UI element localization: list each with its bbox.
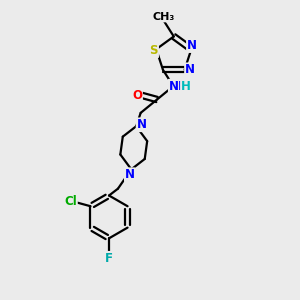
Text: CH₃: CH₃ [152, 11, 175, 22]
Text: O: O [132, 88, 142, 102]
Text: N: N [187, 39, 197, 52]
Text: S: S [150, 44, 158, 57]
Text: Cl: Cl [64, 195, 77, 208]
Text: NH: NH [169, 80, 189, 93]
Text: N: N [136, 118, 146, 131]
Text: F: F [105, 252, 113, 265]
Text: N: N [125, 168, 135, 181]
Text: H: H [181, 80, 191, 93]
Text: N: N [185, 63, 195, 76]
